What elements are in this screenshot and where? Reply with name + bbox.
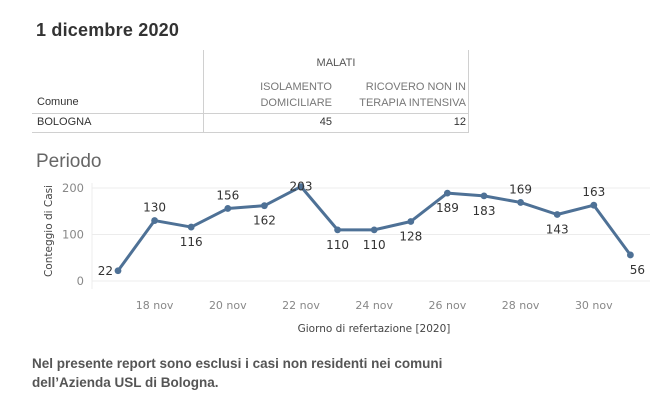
data-label: 143 [546, 223, 569, 237]
data-label: 110 [363, 238, 386, 252]
data-label: 163 [582, 185, 605, 199]
chart-grid [91, 183, 650, 289]
table-divider [32, 113, 469, 114]
column-header-line: ISOLAMENTO [260, 81, 332, 93]
column-header-line: RICOVERO NON IN [365, 81, 466, 93]
data-point[interactable] [151, 217, 159, 224]
line-chart: Conteggio di Casi 0 100 200 18 nov 20 nov 22… [43, 180, 650, 335]
column-header-isolamento: ISOLAMENTO DOMICILIARE [212, 79, 332, 111]
data-point[interactable] [370, 226, 378, 234]
table-divider [32, 132, 469, 133]
y-tick-label: 0 [77, 274, 84, 288]
data-label: 169 [509, 182, 532, 196]
x-tick-label: 18 nov [136, 299, 174, 312]
x-tick-label: 24 nov [355, 299, 393, 312]
row-header-label: Comune [37, 96, 79, 108]
column-header-ricovero: RICOVERO NON IN TERAPIA INTENSIVA [337, 79, 466, 111]
data-point[interactable] [407, 218, 415, 225]
table-cell-comune: BOLOGNA [37, 116, 92, 128]
data-label: 22 [98, 264, 113, 278]
data-point[interactable] [114, 267, 122, 275]
column-header-line: DOMICILIARE [260, 97, 332, 109]
group-header-malati: MALATI [316, 57, 356, 69]
x-axis-ticks: 18 nov 20 nov 22 nov 24 nov 26 nov 28 nov 30 n… [136, 299, 613, 312]
footnote: Nel presente report sono esclusi i casi … [32, 356, 443, 390]
data-label: 130 [143, 201, 166, 215]
data-point[interactable] [590, 201, 598, 209]
data-label: 156 [216, 188, 239, 202]
page-title: 1 dicembre 2020 [36, 20, 180, 40]
data-point[interactable] [261, 202, 268, 210]
data-label: 162 [253, 214, 276, 228]
x-axis-label: Giorno di refertazione [2020] [298, 323, 451, 335]
data-point[interactable] [444, 189, 451, 197]
data-point[interactable] [187, 223, 195, 231]
y-axis-label: Conteggio di Casi [43, 185, 55, 277]
data-point[interactable] [480, 192, 488, 200]
data-label: 128 [399, 229, 422, 243]
data-point[interactable] [224, 205, 232, 212]
x-tick-label: 22 nov [282, 299, 320, 312]
data-label: 110 [326, 238, 349, 252]
x-tick-label: 26 nov [429, 299, 467, 312]
data-label: 56 [630, 263, 645, 277]
data-point[interactable] [627, 251, 634, 259]
y-tick-label: 100 [62, 228, 84, 242]
table-divider [468, 50, 469, 132]
y-tick-label: 200 [62, 181, 84, 195]
summary-table: MALATI ISOLAMENTO DOMICILIARE RICOVERO N… [32, 50, 470, 134]
table-divider [203, 50, 204, 132]
data-point[interactable] [553, 211, 561, 218]
table-cell-ricovero: 12 [453, 116, 466, 128]
data-point[interactable] [517, 199, 524, 206]
data-label: 183 [473, 204, 496, 218]
data-labels: 22 130 116 156 162 203 110 110 128 189 183 169 143 16… [98, 180, 645, 278]
chart-title: Periodo [36, 151, 102, 172]
column-header-line: TERAPIA INTENSIVA [359, 97, 466, 109]
data-point[interactable] [334, 226, 341, 234]
data-point[interactable] [297, 183, 305, 191]
data-label: 116 [180, 235, 203, 249]
x-tick-label: 20 nov [209, 299, 247, 312]
x-tick-label: 28 nov [502, 299, 540, 312]
data-label: 189 [436, 201, 459, 215]
y-axis-ticks: 0 100 200 [62, 181, 84, 288]
data-label: 203 [290, 180, 313, 194]
table-cell-isolamento: 45 [319, 116, 332, 128]
data-points [114, 183, 634, 275]
x-tick-label: 30 nov [575, 299, 613, 312]
